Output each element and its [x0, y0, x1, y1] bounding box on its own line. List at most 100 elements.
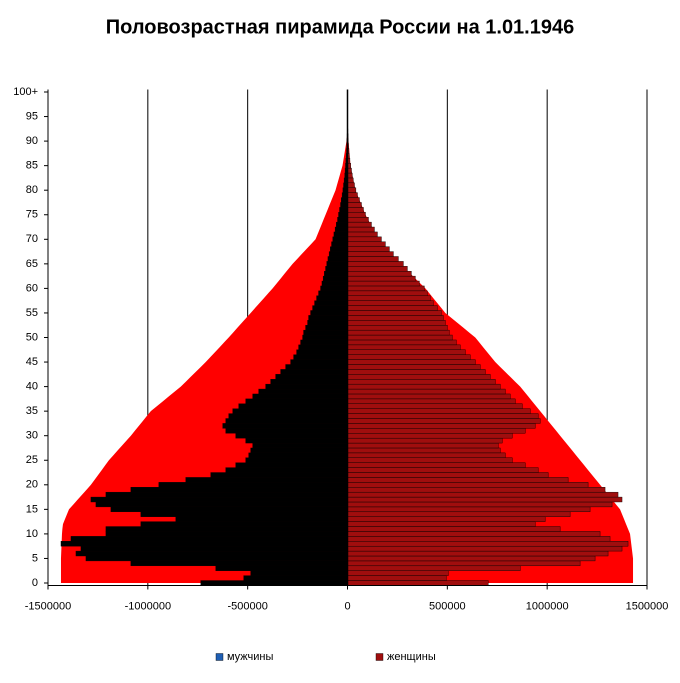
legend-swatch: [375, 653, 384, 661]
bar: [347, 359, 476, 365]
bar: [347, 477, 569, 483]
bar: [252, 393, 348, 400]
bar: [347, 202, 362, 208]
bar: [347, 511, 571, 517]
bar: [347, 251, 394, 257]
bar: [347, 472, 549, 478]
y-tick-label: 5: [32, 552, 38, 564]
bar: [228, 413, 348, 419]
bar: [347, 428, 526, 434]
bar: [327, 256, 348, 262]
bar: [347, 565, 521, 571]
bar: [347, 526, 561, 532]
bar: [341, 197, 348, 203]
y-tick-label: 20: [26, 479, 38, 491]
bar: [339, 207, 348, 213]
legend-label: мужчины: [227, 651, 273, 663]
bar: [347, 207, 364, 213]
bar: [245, 398, 348, 404]
bar: [302, 334, 348, 341]
bar: [347, 217, 369, 223]
bar: [222, 423, 348, 429]
bar: [243, 575, 348, 581]
bar: [347, 305, 438, 311]
bar: [347, 536, 611, 542]
bar: [347, 457, 513, 463]
bar: [347, 300, 434, 306]
bar: [347, 437, 503, 444]
bar: [347, 442, 499, 449]
legend-swatch: [215, 653, 224, 661]
bar: [130, 560, 348, 567]
y-tick-label: 55: [26, 307, 38, 319]
bar: [290, 359, 348, 365]
bar: [347, 275, 416, 282]
bar: [347, 521, 536, 527]
bar: [318, 290, 348, 296]
bar: [85, 555, 348, 562]
bar: [347, 560, 581, 567]
y-tick-label: 30: [26, 430, 38, 442]
bar: [347, 545, 623, 552]
bar: [293, 354, 348, 360]
bar: [235, 462, 348, 468]
bar: [326, 261, 348, 267]
bar: [331, 241, 348, 247]
bar: [347, 182, 355, 188]
bar: [175, 516, 348, 522]
x-tick-label: 500000: [429, 600, 466, 612]
bar: [347, 290, 428, 296]
bar: [270, 379, 348, 385]
bar: [347, 418, 541, 424]
bar: [225, 418, 348, 424]
bar: [232, 408, 348, 414]
y-tick-label: 75: [26, 209, 38, 221]
bar: [347, 452, 506, 458]
bar: [80, 545, 348, 552]
bar: [347, 433, 513, 439]
bar: [347, 325, 448, 331]
bar: [338, 212, 348, 218]
bar: [347, 467, 539, 473]
bar: [347, 226, 375, 233]
bar: [140, 511, 348, 517]
bar: [347, 487, 606, 493]
x-tick-label: 1500000: [626, 600, 669, 612]
bar: [245, 457, 348, 463]
bar: [245, 437, 348, 444]
y-tick-label: 25: [26, 454, 38, 466]
bar: [285, 364, 348, 370]
x-tick-label: -1000000: [125, 600, 172, 612]
bar: [347, 447, 501, 454]
bar: [347, 541, 629, 547]
bar: [347, 320, 446, 326]
bar: [347, 516, 546, 522]
bar: [298, 344, 348, 350]
bar: [347, 496, 623, 503]
bar: [95, 501, 348, 508]
bar: [347, 423, 536, 429]
y-tick-label: 15: [26, 503, 38, 515]
bar: [75, 550, 348, 557]
bar: [347, 550, 609, 557]
bar: [347, 403, 523, 409]
y-tick-label: 50: [26, 331, 38, 343]
bar: [347, 555, 596, 562]
bar: [265, 383, 348, 390]
bar: [347, 501, 613, 508]
bar: [347, 231, 378, 238]
bar: [307, 320, 348, 326]
bar: [140, 521, 348, 527]
bar: [347, 197, 360, 203]
bar: [347, 266, 408, 272]
y-tick-label: 70: [26, 233, 38, 245]
bar: [347, 374, 491, 380]
bar: [210, 472, 348, 478]
bar: [225, 428, 348, 434]
bar: [347, 383, 501, 390]
y-tick-label: 0: [32, 577, 38, 589]
bar: [347, 369, 486, 375]
bar: [200, 580, 348, 586]
bar: [296, 349, 348, 355]
